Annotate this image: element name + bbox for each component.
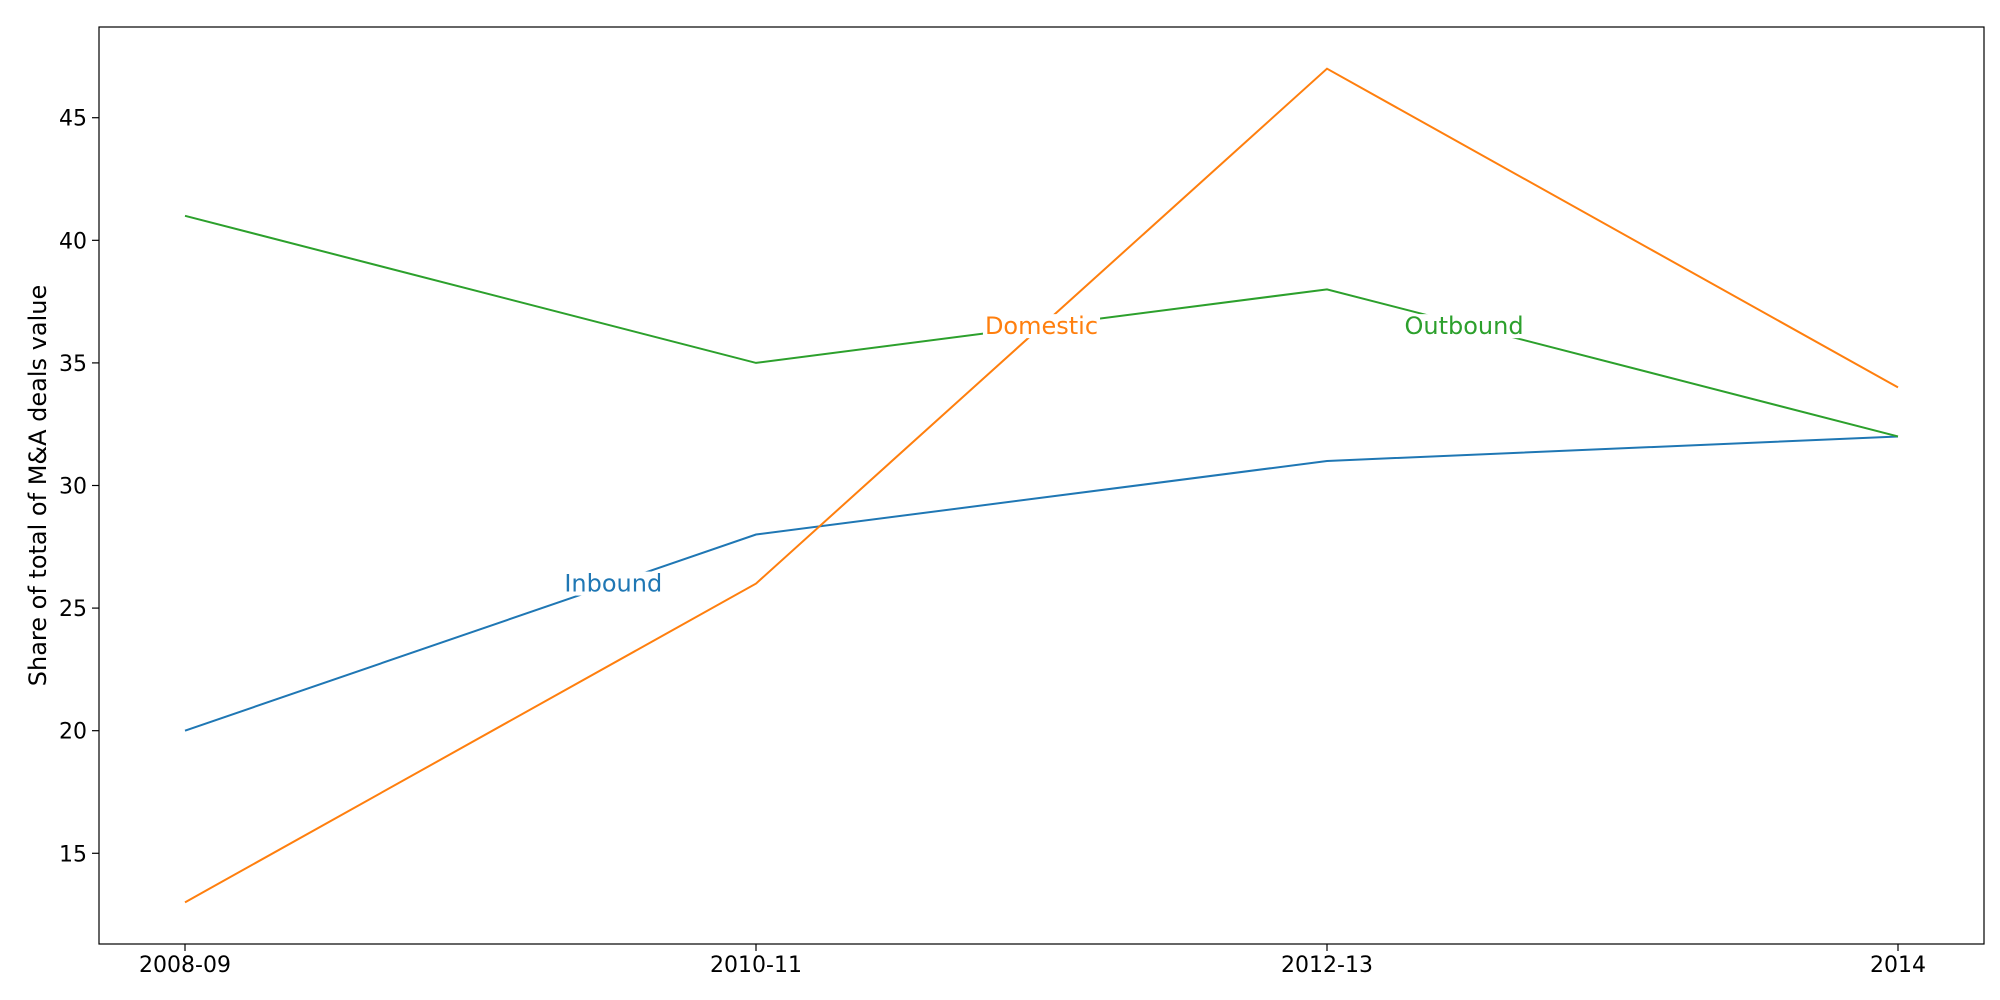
x-tick-label: 2012-13 <box>1281 953 1373 978</box>
y-axis: 15 20 25 30 35 40 45 <box>59 107 99 867</box>
series-label-inbound: Inbound <box>564 570 662 598</box>
series-label-background <box>562 571 665 596</box>
series-line-inbound <box>184 435 1899 732</box>
series-label-domestic: Domestic <box>985 312 1098 340</box>
y-tick-label: 15 <box>59 842 87 867</box>
series-label-background <box>982 314 1101 339</box>
y-axis-label: Share of total of M&A deals value <box>24 285 52 686</box>
plot-frame <box>98 26 1985 945</box>
x-tick-label: 2008-09 <box>139 953 231 978</box>
y-tick-label: 40 <box>59 229 87 254</box>
plot-lines <box>184 67 1899 904</box>
x-axis: 2008-09 2010-11 2012-13 2014 <box>139 944 1926 978</box>
x-tick-label: 2014 <box>1870 953 1926 978</box>
y-tick-label: 20 <box>59 720 87 745</box>
y-tick-label: 30 <box>59 475 87 500</box>
y-tick-label: 35 <box>59 352 87 377</box>
series-label-background <box>1402 314 1526 339</box>
y-tick-label: 25 <box>59 597 87 622</box>
x-tick-label: 2010-11 <box>710 953 802 978</box>
series-line-domestic <box>184 67 1899 904</box>
series-label-outbound: Outbound <box>1404 312 1523 340</box>
series-labels: Inbound Domestic Outbound <box>562 312 1526 598</box>
y-tick-label: 45 <box>59 107 87 132</box>
